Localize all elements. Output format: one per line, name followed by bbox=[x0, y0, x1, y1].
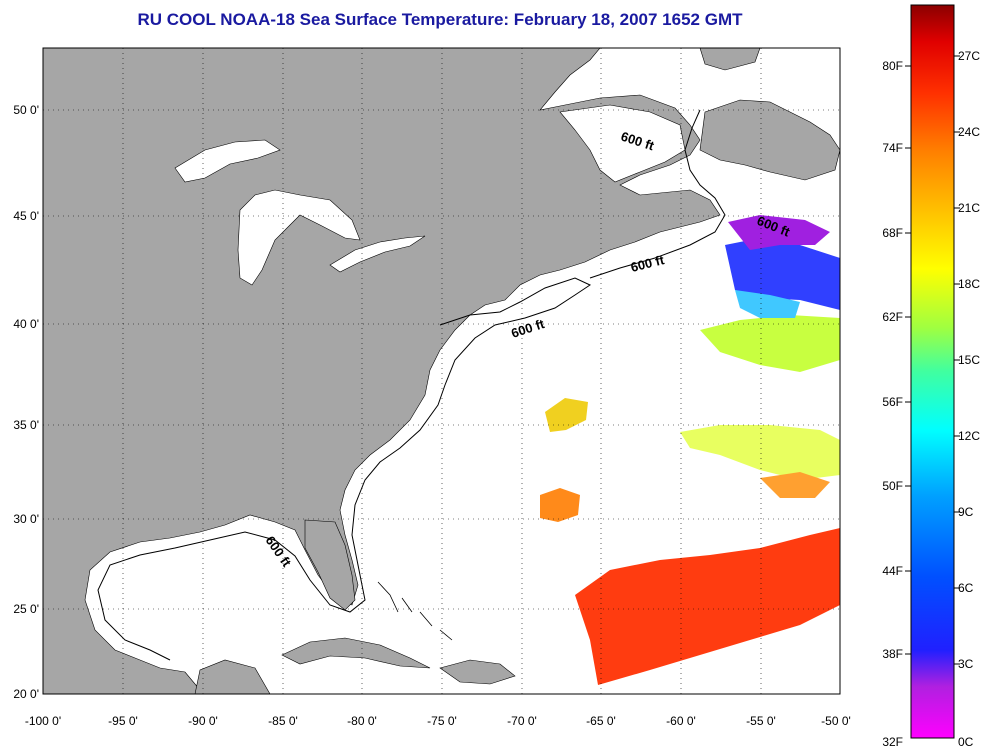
sst-warm-patch-south bbox=[575, 528, 840, 685]
lon-tick-label: -75 0' bbox=[427, 714, 457, 728]
colorbar-c-label: 27C bbox=[958, 49, 980, 63]
colorbar-f-label: 68F bbox=[882, 226, 903, 240]
sst-orange-patch bbox=[540, 488, 580, 522]
lon-tick-label: -50 0' bbox=[821, 714, 851, 728]
colorbar-f-label: 38F bbox=[882, 647, 903, 661]
lon-tick-label: -65 0' bbox=[586, 714, 616, 728]
lat-tick-label: 30 0' bbox=[13, 512, 39, 526]
hispaniola-land bbox=[439, 659, 516, 685]
lon-tick-label: -100 0' bbox=[25, 714, 61, 728]
north-america-land bbox=[43, 48, 721, 694]
colorbar bbox=[910, 4, 955, 739]
lake-erie-ontario bbox=[329, 235, 426, 273]
colorbar-c-label: 18C bbox=[958, 277, 980, 291]
sst-cold-purple-patch bbox=[728, 215, 830, 250]
lat-tick-label: 40 0' bbox=[13, 317, 39, 331]
lon-tick-label: -55 0' bbox=[746, 714, 776, 728]
lake-superior bbox=[174, 139, 281, 183]
yucatan-land bbox=[194, 659, 271, 694]
map-title: RU COOL NOAA-18 Sea Surface Temperature:… bbox=[137, 10, 743, 29]
gulf-st-lawrence bbox=[559, 104, 686, 183]
sst-mid-east-patch bbox=[680, 425, 840, 480]
lon-tick-label: -60 0' bbox=[666, 714, 696, 728]
lat-tick-label: 20 0' bbox=[13, 687, 39, 701]
lat-tick-label: 25 0' bbox=[13, 602, 39, 616]
bahamas bbox=[377, 581, 453, 641]
lake-michigan-huron bbox=[237, 189, 361, 286]
colorbar-c-label: 15C bbox=[958, 353, 980, 367]
lon-tick-label: -90 0' bbox=[188, 714, 218, 728]
florida-peninsula bbox=[304, 519, 356, 611]
colorbar-c-label: 3C bbox=[958, 657, 974, 671]
sst-cold-blue-patch bbox=[725, 238, 840, 310]
lat-tick-label: 50 0' bbox=[13, 103, 39, 117]
colorbar-f-label: 56F bbox=[882, 395, 903, 409]
sst-cyan-patch bbox=[735, 290, 800, 318]
colorbar-f-label: 44F bbox=[882, 564, 903, 578]
lon-tick-label: -80 0' bbox=[347, 714, 377, 728]
colorbar-f-label: 50F bbox=[882, 479, 903, 493]
sst-green-patch bbox=[700, 315, 840, 372]
colorbar-f-label: 80F bbox=[882, 59, 903, 73]
colorbar-f-label: 32F bbox=[882, 735, 903, 749]
colorbar-c-label: 9C bbox=[958, 505, 974, 519]
newfoundland-land bbox=[699, 99, 840, 181]
lat-tick-label: 45 0' bbox=[13, 209, 39, 223]
colorbar-c-label: 24C bbox=[958, 125, 980, 139]
lon-tick-label: -95 0' bbox=[108, 714, 138, 728]
sst-orange-east-patch bbox=[760, 472, 830, 498]
colorbar-f-label: 62F bbox=[882, 310, 903, 324]
colorbar-c-label: 0C bbox=[958, 735, 974, 749]
sst-yellow-patch bbox=[545, 398, 588, 432]
map-frame bbox=[42, 47, 841, 695]
depth-contour-600ft-north bbox=[589, 109, 726, 279]
colorbar-c-label: 6C bbox=[958, 581, 974, 595]
lon-tick-label: -85 0' bbox=[268, 714, 298, 728]
greenland-tip bbox=[699, 48, 761, 71]
cuba-land bbox=[281, 637, 431, 669]
colorbar-c-label: 21C bbox=[958, 201, 980, 215]
colorbar-c-label: 12C bbox=[958, 429, 980, 443]
depth-contour-600ft bbox=[97, 277, 592, 661]
lat-tick-label: 35 0' bbox=[13, 418, 39, 432]
lon-tick-label: -70 0' bbox=[507, 714, 537, 728]
colorbar-f-label: 74F bbox=[882, 141, 903, 155]
colorbar-ticks bbox=[905, 55, 960, 665]
